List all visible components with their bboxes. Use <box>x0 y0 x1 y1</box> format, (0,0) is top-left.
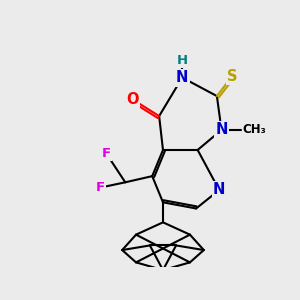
Text: S: S <box>227 68 238 83</box>
Text: N: N <box>213 182 225 197</box>
Text: N: N <box>215 122 228 137</box>
Text: F: F <box>95 181 104 194</box>
Text: O: O <box>126 92 138 106</box>
Text: F: F <box>101 146 111 160</box>
Text: N: N <box>176 70 188 85</box>
Text: H: H <box>177 54 188 67</box>
Text: CH₃: CH₃ <box>242 123 266 136</box>
